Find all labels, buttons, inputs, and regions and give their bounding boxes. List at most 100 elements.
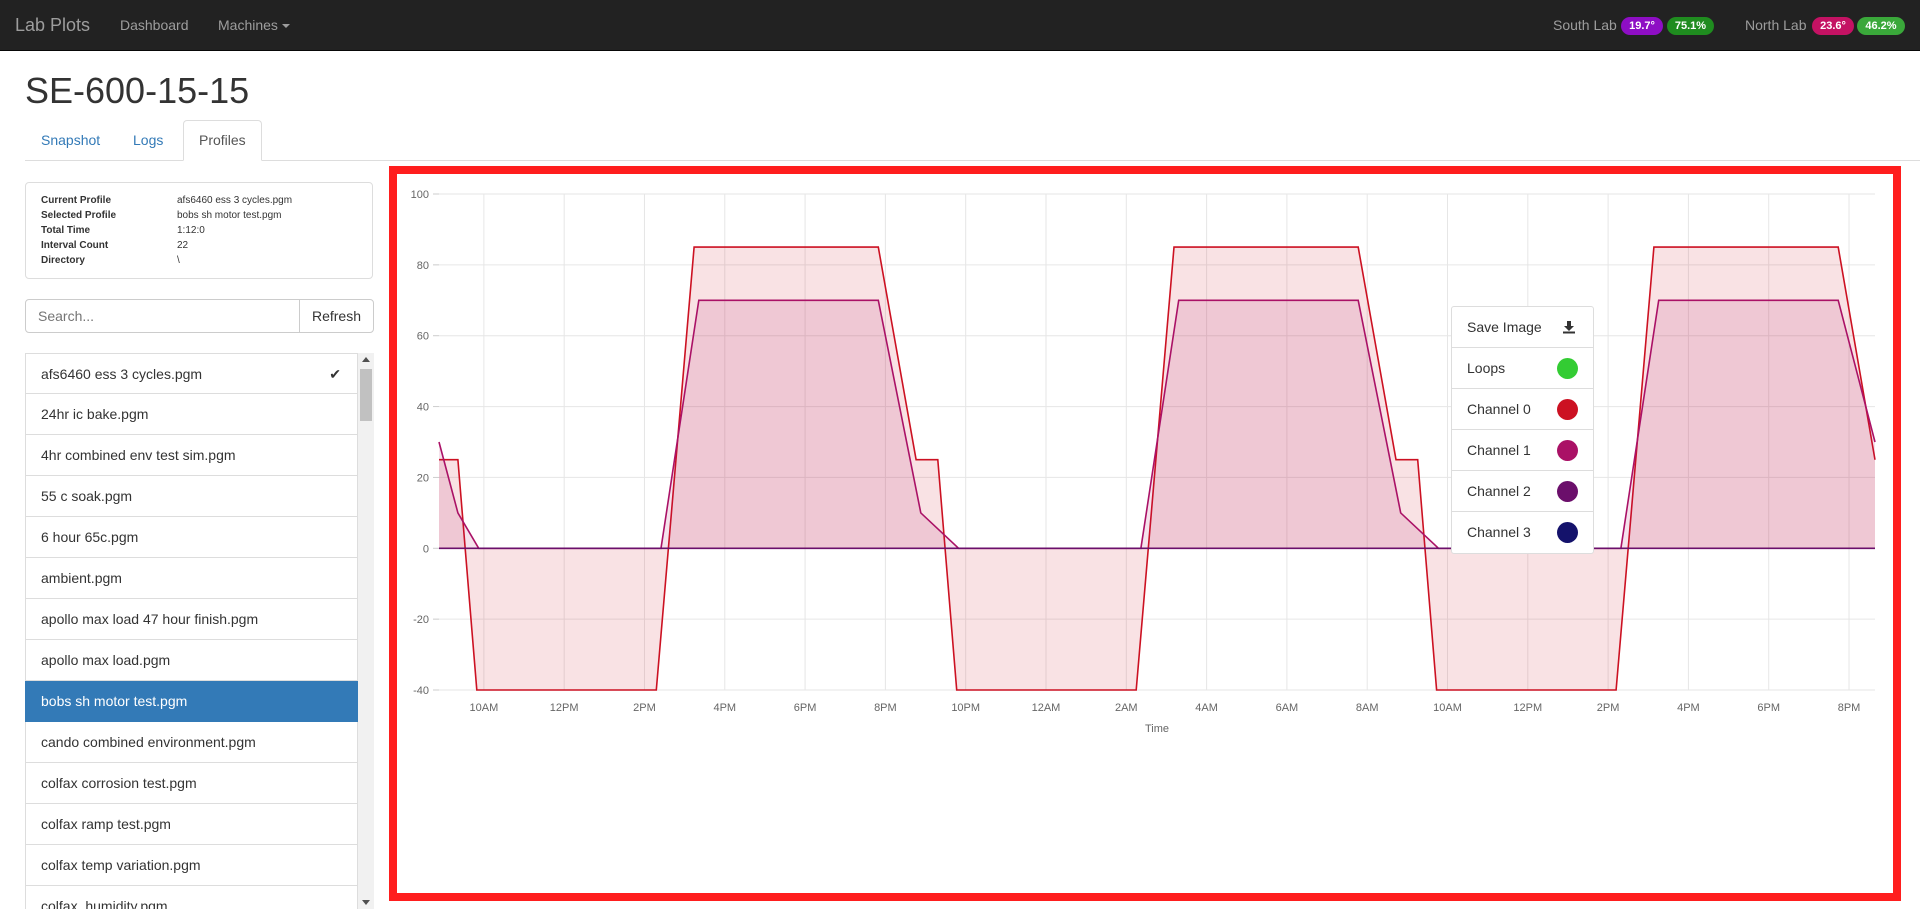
profile-list-item[interactable]: 55 c soak.pgm xyxy=(25,476,358,517)
legend-label: Channel 1 xyxy=(1467,442,1531,458)
brand-link[interactable]: Lab Plots xyxy=(15,15,91,35)
y-tick-label: -40 xyxy=(413,685,429,697)
x-tick-label: 6AM xyxy=(1276,702,1299,714)
north-lab-temp-badge: 23.6° xyxy=(1812,17,1854,35)
profile-list-item[interactable]: 6 hour 65c.pgm xyxy=(25,517,358,558)
legend-item-channel-0[interactable]: Channel 0 xyxy=(1452,389,1593,430)
profile-list-item[interactable]: cando combined environment.pgm xyxy=(25,722,358,763)
x-tick-label: 2PM xyxy=(1597,702,1620,714)
x-tick-label: 12AM xyxy=(1032,702,1061,714)
profile-list-item[interactable]: colfax ramp test.pgm xyxy=(25,804,358,845)
y-tick-label: 0 xyxy=(423,543,429,555)
y-tick-label: 20 xyxy=(417,472,429,484)
scroll-up-icon[interactable] xyxy=(362,357,370,362)
x-tick-label: 10PM xyxy=(951,702,980,714)
series-line-0 xyxy=(439,246,1876,691)
scroll-thumb[interactable] xyxy=(360,369,372,421)
scroll-down-icon[interactable] xyxy=(362,900,370,905)
info-value: afs6460 ess 3 cycles.pgm xyxy=(177,195,293,206)
legend-label: Channel 3 xyxy=(1467,524,1531,540)
tab-logs[interactable]: Logs xyxy=(133,132,164,148)
y-tick-label: 40 xyxy=(417,402,429,414)
legend-item-channel-1[interactable]: Channel 1 xyxy=(1452,430,1593,471)
north-lab-humidity-badge: 46.2% xyxy=(1857,17,1905,35)
x-axis-title: Time xyxy=(1145,723,1169,735)
download-icon xyxy=(1563,321,1575,334)
info-row: Selected Profile bobs sh motor test.pgm xyxy=(41,208,357,223)
y-tick-label: 80 xyxy=(417,260,429,272)
info-row: Directory \ xyxy=(41,253,357,268)
legend-color-dot xyxy=(1557,440,1578,461)
profile-name: apollo max load 47 hour finish.pgm xyxy=(41,611,259,627)
x-tick-label: 2AM xyxy=(1115,702,1138,714)
profile-name: ambient.pgm xyxy=(41,570,122,586)
legend-color-dot xyxy=(1557,399,1578,420)
info-row: Current Profile afs6460 ess 3 cycles.pgm xyxy=(41,193,357,208)
info-key: Total Time xyxy=(41,225,91,236)
profile-name: colfax corrosion test.pgm xyxy=(41,775,197,791)
legend-item-channel-3[interactable]: Channel 3 xyxy=(1452,512,1593,553)
legend-color-dot xyxy=(1557,358,1578,379)
profile-name: 55 c soak.pgm xyxy=(41,488,133,504)
profile-list: afs6460 ess 3 cycles.pgm ✔ 24hr ic bake.pg… xyxy=(25,353,358,909)
info-row: Total Time 1:12:0 xyxy=(41,223,357,238)
info-key: Current Profile xyxy=(41,195,112,206)
x-tick-label: 4PM xyxy=(1677,702,1700,714)
tab-profiles[interactable]: Profiles xyxy=(183,120,262,161)
y-tick-label: -20 xyxy=(413,614,429,626)
profile-name: colfax temp variation.pgm xyxy=(41,857,201,873)
profile-info-panel: Current Profile afs6460 ess 3 cycles.pgm … xyxy=(25,182,373,279)
profile-list-item[interactable]: apollo max load.pgm xyxy=(25,640,358,681)
legend-label: Channel 2 xyxy=(1467,483,1531,499)
x-tick-label: 4AM xyxy=(1195,702,1218,714)
profile-list-item[interactable]: afs6460 ess 3 cycles.pgm ✔ xyxy=(25,353,358,394)
x-tick-label: 8PM xyxy=(874,702,897,714)
chart-legend: Save Image Loops Channel 0 Channel 1 Cha… xyxy=(1451,306,1594,554)
x-tick-label: 12PM xyxy=(550,702,579,714)
info-key: Interval Count xyxy=(41,240,109,251)
save-image-button[interactable]: Save Image xyxy=(1452,307,1593,348)
profile-chart: 100 80 60 40 20 0 -20 -40 10AM 12PM 2PM 4PM 6PM 8PM 10… xyxy=(411,189,1876,735)
x-tick-label: 10AM xyxy=(470,702,499,714)
profile-list-item[interactable]: colfax_humidity.pgm xyxy=(25,886,358,909)
profile-name: bobs sh motor test.pgm xyxy=(41,693,188,709)
legend-item-channel-2[interactable]: Channel 2 xyxy=(1452,471,1593,512)
info-value: 1:12:0 xyxy=(177,225,205,236)
profile-list-item[interactable]: bobs sh motor test.pgm xyxy=(25,681,358,722)
page-title: SE-600-15-15 xyxy=(25,70,250,111)
profile-list-item[interactable]: colfax corrosion test.pgm xyxy=(25,763,358,804)
x-tick-label: 8AM xyxy=(1356,702,1379,714)
info-row: Interval Count 22 xyxy=(41,238,357,253)
profile-name: colfax_humidity.pgm xyxy=(41,898,168,909)
search-input[interactable] xyxy=(25,299,300,333)
profile-name: 24hr ic bake.pgm xyxy=(41,406,149,422)
x-tick-label: 4PM xyxy=(713,702,736,714)
x-tick-label: 6PM xyxy=(794,702,817,714)
refresh-button[interactable]: Refresh xyxy=(299,299,374,333)
legend-color-dot xyxy=(1557,481,1578,502)
profile-list-item[interactable]: ambient.pgm xyxy=(25,558,358,599)
info-key: Selected Profile xyxy=(41,210,117,221)
profile-name: apollo max load.pgm xyxy=(41,652,171,668)
south-lab-humidity-badge: 75.1% xyxy=(1667,17,1714,35)
legend-item-loops[interactable]: Loops xyxy=(1452,348,1593,389)
machines-label: Machines xyxy=(218,17,278,33)
profile-name: 6 hour 65c.pgm xyxy=(41,529,139,545)
check-icon: ✔ xyxy=(329,366,341,382)
profile-list-item[interactable]: apollo max load 47 hour finish.pgm xyxy=(25,599,358,640)
profile-list-scrollbar[interactable] xyxy=(358,353,374,909)
profile-list-item[interactable]: colfax temp variation.pgm xyxy=(25,845,358,886)
x-tick-label: 8PM xyxy=(1838,702,1861,714)
tab-snapshot[interactable]: Snapshot xyxy=(41,132,101,148)
series-area-1 xyxy=(439,300,1875,549)
series-area-0 xyxy=(439,247,1875,690)
chart-highlight-frame xyxy=(389,166,1901,901)
dashboard-link[interactable]: Dashboard xyxy=(120,17,189,33)
profile-name: cando combined environment.pgm xyxy=(41,734,256,750)
profile-list-item[interactable]: 24hr ic bake.pgm xyxy=(25,394,358,435)
legend-color-dot xyxy=(1557,522,1578,543)
legend-label: Channel 0 xyxy=(1467,401,1531,417)
machines-dropdown[interactable]: Machines xyxy=(218,17,290,33)
south-lab-temp-badge: 19.7° xyxy=(1621,17,1663,35)
profile-list-item[interactable]: 4hr combined env test sim.pgm xyxy=(25,435,358,476)
